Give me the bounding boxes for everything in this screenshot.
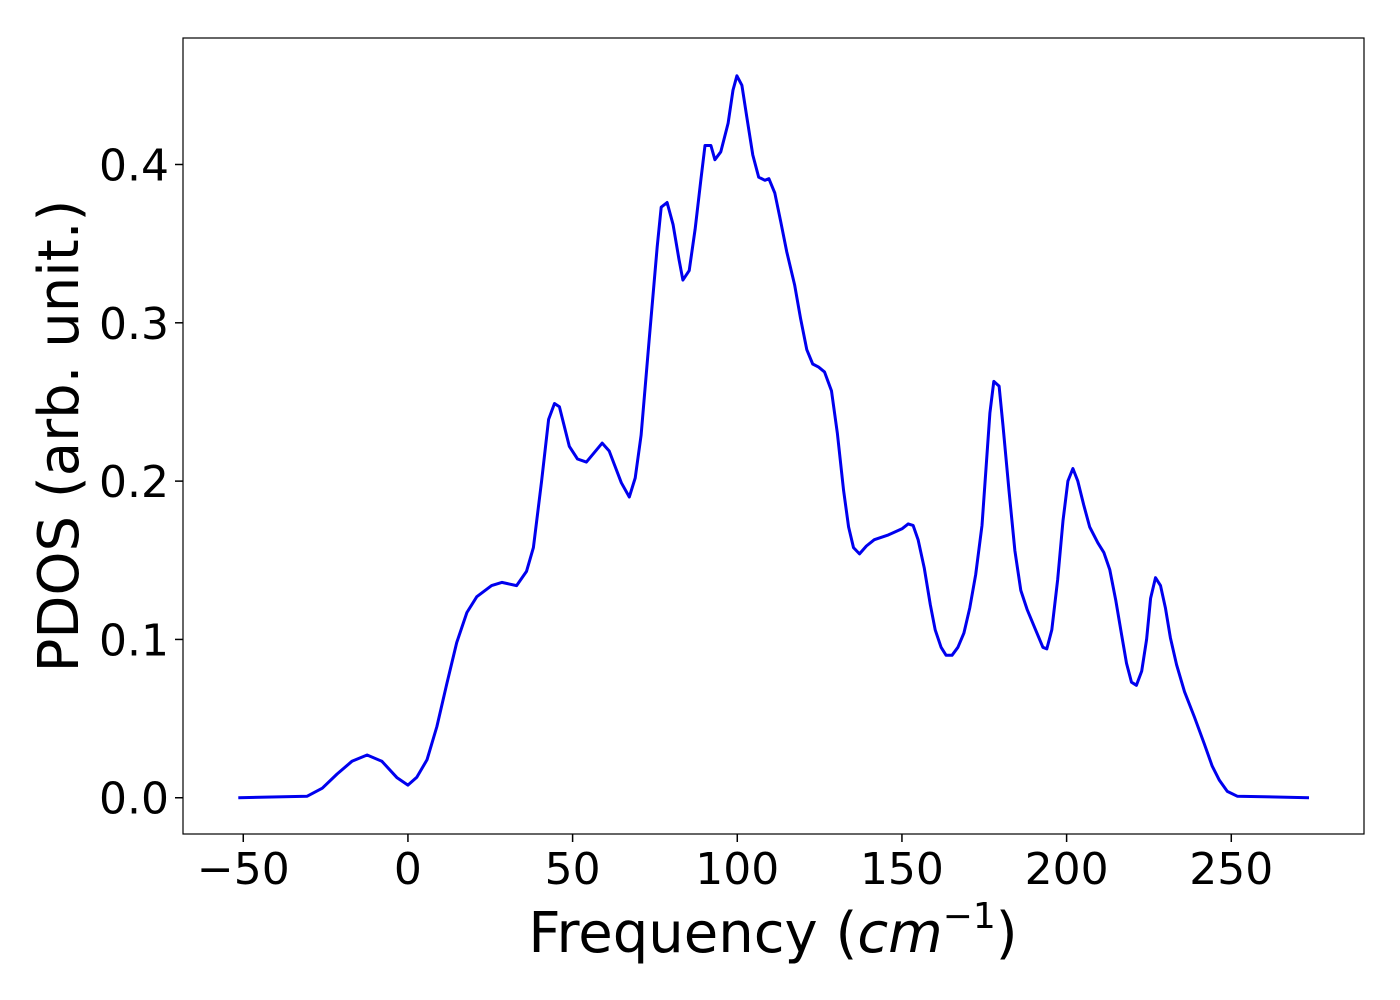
- line-series: [238, 74, 1310, 800]
- y-axis-label: PDOS (arb. unit.): [27, 200, 92, 673]
- y-tick-label: 0.3: [99, 299, 169, 350]
- x-label-exponent: −1: [943, 896, 996, 937]
- x-tick-label: −50: [197, 844, 290, 895]
- y-tick-label: 0.0: [99, 774, 169, 825]
- x-tick-label: 150: [860, 844, 944, 895]
- x-tick-label: 250: [1189, 844, 1273, 895]
- x-label-unit: cm: [857, 901, 942, 966]
- plot-frame: [182, 37, 1365, 835]
- x-tick-label: 200: [1025, 844, 1109, 895]
- x-tick-label: 0: [394, 844, 422, 895]
- x-label-close: ): [996, 901, 1018, 966]
- y-tick-label: 0.2: [99, 457, 169, 508]
- x-label-text: Frequency (: [528, 901, 857, 966]
- x-axis-label: Frequency (cm−1): [528, 896, 1017, 966]
- x-tick-label: 50: [545, 844, 601, 895]
- x-tick-label: 100: [695, 844, 779, 895]
- y-tick-label: 0.1: [99, 615, 169, 666]
- y-tick-label: 0.4: [99, 140, 169, 191]
